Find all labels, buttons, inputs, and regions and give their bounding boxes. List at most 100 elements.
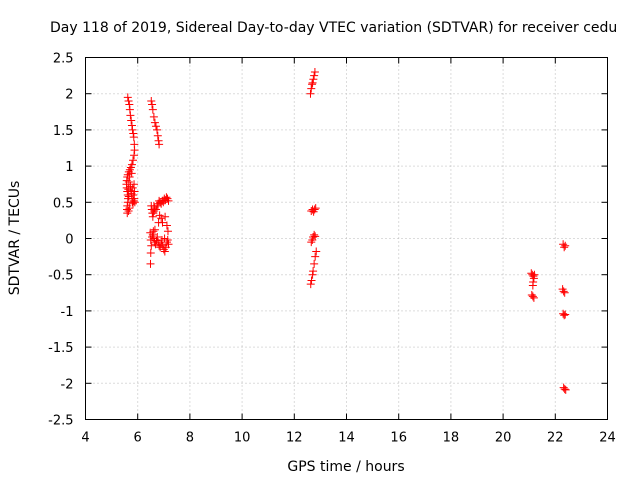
- data-point: [559, 287, 568, 296]
- data-point: [146, 248, 155, 257]
- data-point: [129, 129, 138, 138]
- x-tick-label: 12: [286, 431, 303, 446]
- data-point: [161, 212, 170, 221]
- data-point: [155, 211, 164, 220]
- data-point: [164, 196, 173, 205]
- data-point: [160, 234, 169, 243]
- data-point: [529, 293, 538, 302]
- data-point: [125, 204, 134, 213]
- data-point: [310, 67, 319, 76]
- data-point: [560, 311, 569, 320]
- data-point: [146, 259, 155, 268]
- data-point: [157, 240, 166, 249]
- data-point: [307, 276, 316, 285]
- data-point: [123, 93, 132, 102]
- data-point: [162, 221, 171, 230]
- y-tick-label: 1: [65, 160, 73, 175]
- data-point: [150, 225, 159, 234]
- data-point: [529, 274, 538, 283]
- y-tick-label: 1.5: [53, 124, 74, 139]
- data-point: [162, 193, 171, 202]
- data-points: [122, 67, 570, 394]
- data-point: [311, 204, 320, 213]
- data-point: [151, 122, 160, 131]
- data-point: [124, 178, 133, 187]
- y-tick-label: 0.5: [53, 196, 74, 211]
- y-tick-label: -1.5: [48, 341, 73, 356]
- x-tick-label: 18: [443, 431, 460, 446]
- data-point: [530, 270, 539, 279]
- data-point: [127, 116, 136, 125]
- data-point: [561, 385, 570, 394]
- data-point: [130, 194, 139, 203]
- x-tick-label: 14: [338, 431, 355, 446]
- data-point: [164, 240, 173, 249]
- y-tick-label: -0.5: [48, 269, 73, 284]
- data-point: [148, 230, 157, 239]
- data-point: [151, 205, 160, 214]
- data-point: [126, 111, 135, 120]
- y-tick-label: -1: [61, 305, 74, 320]
- data-point: [124, 96, 133, 105]
- data-point: [127, 121, 136, 130]
- data-point: [149, 227, 158, 236]
- y-tick-label: 2.5: [53, 52, 74, 67]
- data-point: [528, 292, 537, 301]
- data-point: [312, 247, 321, 256]
- data-point: [154, 136, 163, 145]
- data-point: [149, 112, 158, 121]
- data-point: [560, 385, 569, 394]
- data-point: [125, 172, 134, 181]
- data-point: [307, 84, 316, 93]
- axis-ticks: 4 6 8 10 12 14 16 18 20 22 24-2.5-2-1.5-1-0.500.51…: [48, 52, 616, 446]
- data-point: [311, 252, 320, 261]
- data-point: [147, 96, 156, 105]
- data-point: [130, 198, 139, 207]
- data-point: [560, 288, 569, 297]
- data-point: [309, 75, 318, 84]
- data-point: [560, 243, 569, 252]
- data-point: [129, 133, 138, 142]
- data-point: [128, 183, 137, 192]
- data-point: [150, 118, 159, 127]
- data-point: [310, 230, 319, 239]
- y-tick-label: -2: [61, 377, 74, 392]
- data-point: [308, 270, 317, 279]
- x-tick-label: 20: [495, 431, 512, 446]
- x-tick-label: 4: [81, 431, 89, 446]
- data-point: [127, 169, 136, 178]
- data-point: [561, 310, 570, 319]
- data-point: [306, 280, 315, 289]
- y-tick-label: 0: [65, 233, 73, 248]
- x-tick-label: 8: [186, 431, 194, 446]
- data-point: [310, 71, 319, 80]
- data-point: [153, 125, 162, 134]
- x-tick-label: 24: [599, 431, 616, 446]
- data-point: [129, 156, 138, 165]
- data-point: [130, 146, 139, 155]
- x-tick-label: 22: [547, 431, 564, 446]
- data-point: [154, 218, 163, 227]
- data-point: [153, 233, 162, 242]
- data-point: [306, 89, 315, 98]
- grid: [85, 57, 608, 420]
- data-point: [153, 131, 162, 140]
- data-point: [129, 191, 138, 200]
- data-point: [310, 259, 319, 268]
- y-tick-label: 2: [65, 88, 73, 103]
- x-tick-label: 6: [134, 431, 142, 446]
- data-point: [130, 180, 139, 189]
- data-point: [559, 309, 568, 318]
- chart-title: Day 118 of 2019, Sidereal Day-to-day VTE…: [50, 20, 617, 36]
- data-point: [130, 151, 139, 160]
- data-point: [310, 205, 319, 214]
- data-point: [130, 187, 139, 196]
- data-point: [311, 232, 320, 241]
- data-point: [148, 100, 157, 109]
- data-point: [528, 281, 537, 290]
- data-point: [309, 267, 318, 276]
- data-point: [148, 105, 157, 114]
- x-tick-label: 10: [234, 431, 251, 446]
- data-point: [128, 125, 137, 134]
